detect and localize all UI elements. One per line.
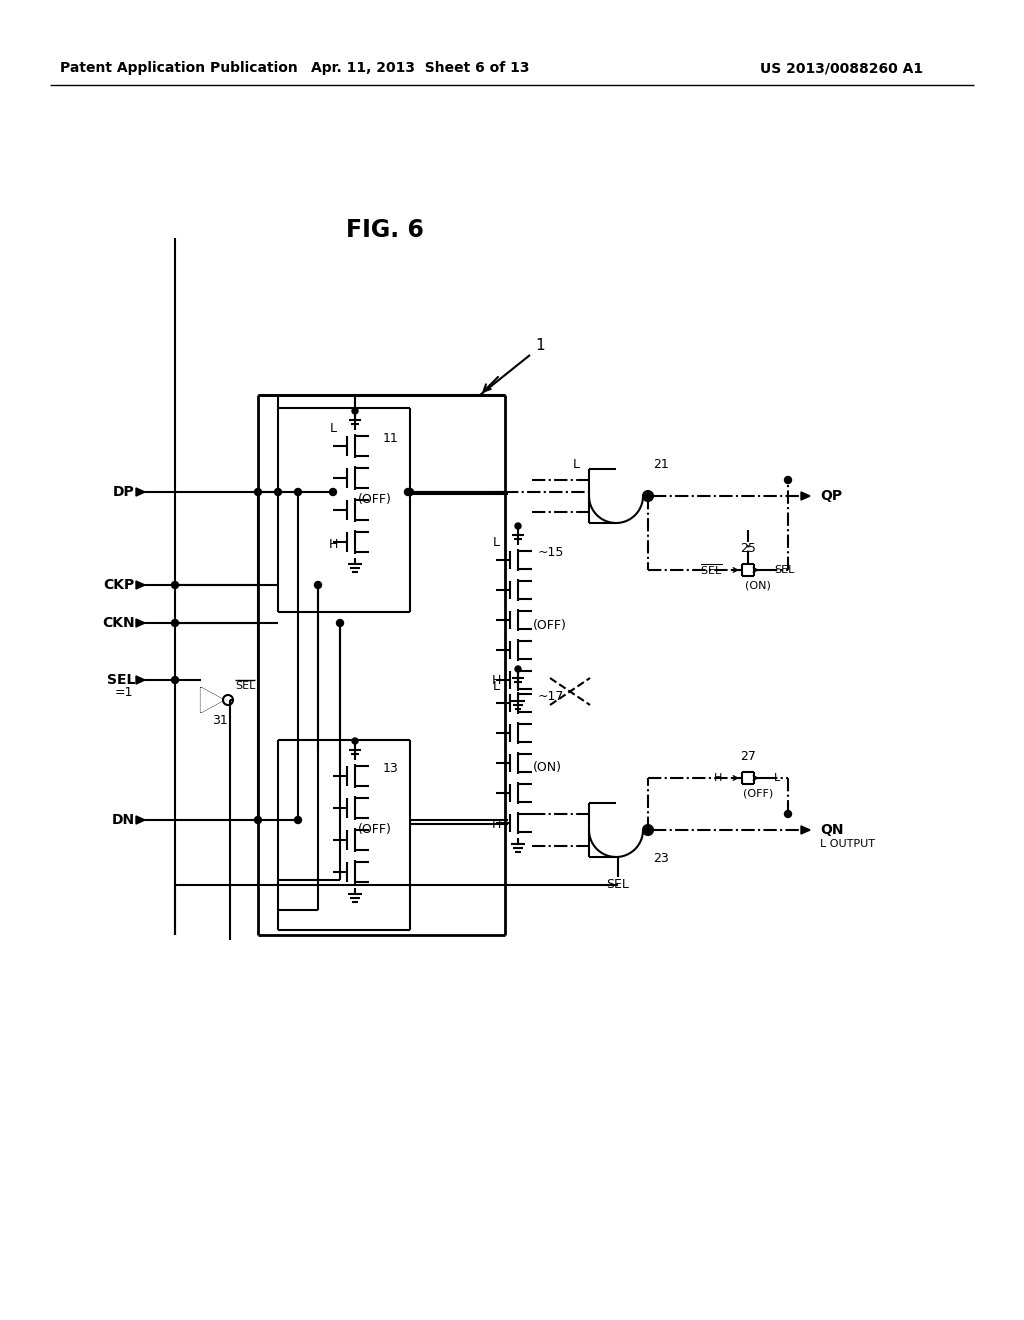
Text: Apr. 11, 2013  Sheet 6 of 13: Apr. 11, 2013 Sheet 6 of 13 xyxy=(310,61,529,75)
Circle shape xyxy=(784,810,792,817)
Circle shape xyxy=(295,488,301,495)
Circle shape xyxy=(352,738,358,744)
Text: L: L xyxy=(330,421,337,434)
Text: DP: DP xyxy=(114,484,135,499)
Circle shape xyxy=(171,582,178,589)
Text: ~17: ~17 xyxy=(538,689,564,702)
Text: (ON): (ON) xyxy=(745,581,771,591)
Text: H: H xyxy=(329,537,338,550)
Text: CKN: CKN xyxy=(102,616,135,630)
Circle shape xyxy=(644,826,651,833)
Circle shape xyxy=(171,676,178,684)
Text: $\overline{\mathsf{SEL}}$: $\overline{\mathsf{SEL}}$ xyxy=(699,562,722,577)
Polygon shape xyxy=(201,688,223,711)
Text: SEL: SEL xyxy=(774,565,795,576)
Text: L: L xyxy=(774,774,780,783)
Text: SEL: SEL xyxy=(106,673,135,686)
Text: H: H xyxy=(492,817,501,830)
Text: QP: QP xyxy=(820,488,842,503)
Text: CKP: CKP xyxy=(103,578,135,591)
Text: =1: =1 xyxy=(115,686,133,700)
Circle shape xyxy=(784,477,792,483)
Circle shape xyxy=(171,619,178,627)
Text: 1: 1 xyxy=(536,338,545,352)
Circle shape xyxy=(352,408,358,414)
Circle shape xyxy=(644,492,651,499)
Polygon shape xyxy=(801,826,810,834)
Text: FIG. 6: FIG. 6 xyxy=(346,218,424,242)
Circle shape xyxy=(330,488,337,495)
Text: 27: 27 xyxy=(740,750,756,763)
Text: (OFF): (OFF) xyxy=(742,789,773,799)
Text: ~15: ~15 xyxy=(538,546,564,560)
Text: L: L xyxy=(493,680,500,693)
Circle shape xyxy=(515,523,521,529)
Text: H: H xyxy=(714,774,722,783)
Polygon shape xyxy=(136,488,145,496)
Text: H: H xyxy=(492,675,501,688)
Text: 11: 11 xyxy=(383,432,398,445)
Circle shape xyxy=(314,582,322,589)
Polygon shape xyxy=(136,816,145,824)
Text: (OFF): (OFF) xyxy=(358,492,392,506)
Text: 13: 13 xyxy=(383,762,398,775)
Text: US 2013/0088260 A1: US 2013/0088260 A1 xyxy=(760,61,923,75)
Text: Patent Application Publication: Patent Application Publication xyxy=(60,61,298,75)
Circle shape xyxy=(407,488,414,495)
Polygon shape xyxy=(136,619,145,627)
Circle shape xyxy=(515,667,521,672)
Text: (ON): (ON) xyxy=(534,762,562,775)
Polygon shape xyxy=(136,676,145,684)
Text: L OUTPUT: L OUTPUT xyxy=(820,840,874,849)
Circle shape xyxy=(255,817,261,824)
Polygon shape xyxy=(136,581,145,589)
Circle shape xyxy=(274,488,282,495)
Text: (OFF): (OFF) xyxy=(534,619,567,631)
Text: QN: QN xyxy=(820,822,844,837)
Text: L: L xyxy=(493,536,500,549)
Circle shape xyxy=(337,619,343,627)
Text: L: L xyxy=(572,458,580,470)
Polygon shape xyxy=(801,492,810,500)
Circle shape xyxy=(295,817,301,824)
Circle shape xyxy=(404,488,412,495)
Text: 31: 31 xyxy=(212,714,228,726)
Text: SEL: SEL xyxy=(606,879,630,891)
Text: (OFF): (OFF) xyxy=(358,822,392,836)
Text: 23: 23 xyxy=(653,851,669,865)
Circle shape xyxy=(255,488,261,495)
Text: DN: DN xyxy=(112,813,135,828)
Text: 25: 25 xyxy=(740,541,756,554)
Text: 21: 21 xyxy=(653,458,669,470)
Text: SEL: SEL xyxy=(234,681,255,690)
